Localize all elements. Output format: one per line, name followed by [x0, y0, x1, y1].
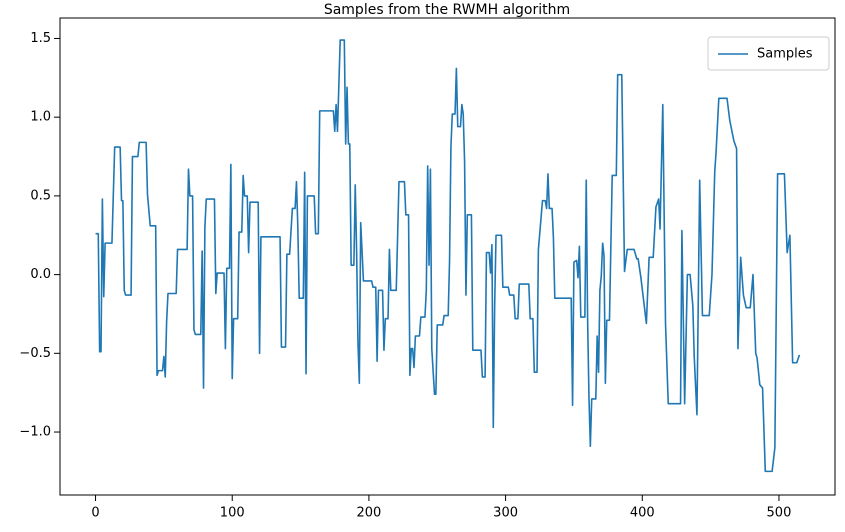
x-tick-label: 300	[493, 506, 518, 521]
x-tick-label: 0	[91, 506, 99, 521]
plot-frame	[59, 17, 836, 496]
y-tick-label: 1.5	[30, 31, 51, 46]
y-tick-label: 0.5	[30, 188, 51, 203]
x-tick-label: 100	[220, 506, 245, 521]
y-tick-label: −0.5	[19, 346, 51, 361]
series-line	[95, 39, 801, 473]
y-tick-label: −1.0	[19, 425, 51, 440]
legend-box	[707, 36, 830, 71]
chart-title: Samples from the RWMH algorithm	[324, 2, 570, 18]
x-tick-label: 200	[356, 506, 381, 521]
x-tick-label: 500	[767, 506, 792, 521]
legend-label: Samples	[757, 47, 813, 62]
x-tick-label: 400	[630, 506, 655, 521]
y-tick-label: 1.0	[30, 110, 51, 125]
y-tick-label: 0.0	[30, 267, 51, 282]
